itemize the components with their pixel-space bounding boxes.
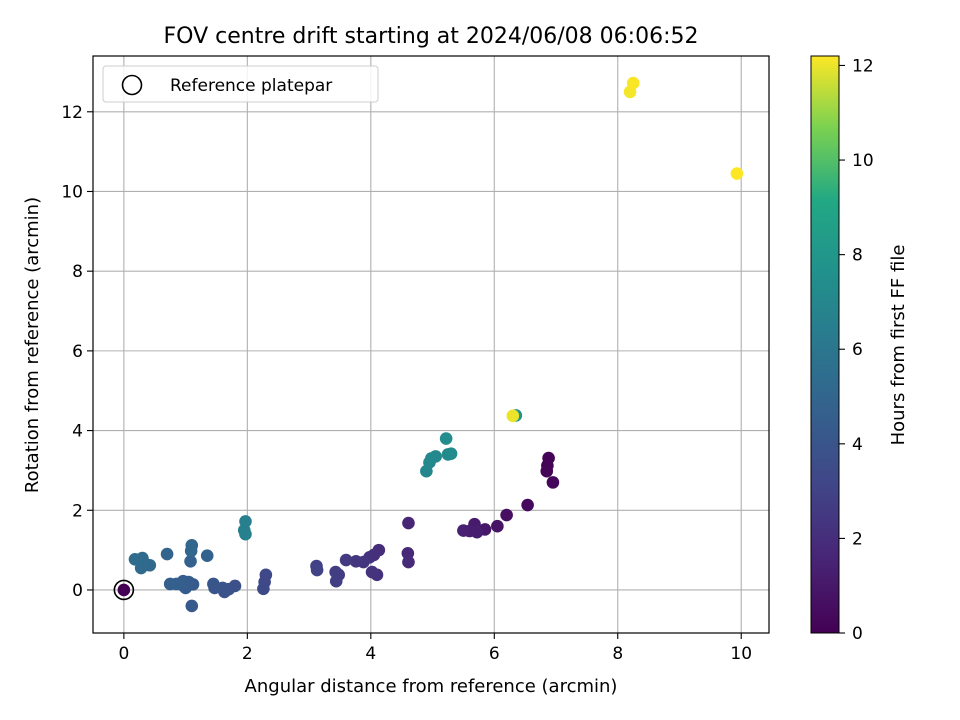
scatter-point [134, 561, 148, 575]
reference-dot [117, 583, 131, 597]
scatter-point [185, 599, 199, 613]
scatter-point [439, 432, 453, 445]
scatter-point [365, 565, 379, 579]
scatter-point [128, 552, 142, 566]
x-tick-label: 2 [242, 644, 253, 664]
reference-ring [113, 579, 135, 601]
scatter-point [491, 519, 504, 533]
scatter-point [730, 167, 744, 180]
y-tick-label: 2 [72, 501, 83, 521]
y-tick-label: 0 [72, 581, 83, 601]
scatter-point [239, 527, 252, 541]
colorbar-tick-label: 4 [852, 435, 863, 455]
scatter-point [402, 516, 415, 530]
y-axis-label: Rotation from reference (arcmin) [22, 197, 43, 493]
scatter-point [506, 409, 520, 423]
x-tick-label: 0 [118, 644, 129, 664]
colorbar-tick-label: 2 [852, 529, 863, 549]
scatter-point [160, 547, 174, 561]
scatter-point [546, 476, 560, 489]
scatter-point [349, 554, 363, 568]
legend-marker-reference [121, 74, 143, 96]
scatter-point [500, 508, 513, 522]
scatter-point [521, 498, 534, 512]
legend: Reference platepar [102, 65, 379, 103]
scatter-point [184, 544, 198, 558]
scatter-point [329, 565, 342, 579]
scatter-point [184, 554, 197, 568]
x-axis-ticks: 0 2 4 6 8 10 [118, 633, 752, 664]
plot-frame [92, 55, 770, 634]
scatter-point [402, 555, 415, 569]
reference-point [113, 579, 135, 601]
scatter-point [429, 450, 442, 463]
colorbar-tick-label: 0 [852, 624, 863, 644]
data-points [128, 76, 744, 613]
scatter-point [200, 549, 214, 562]
y-tick-label: 8 [72, 262, 83, 282]
scatter-point [207, 577, 220, 591]
scatter-point [457, 524, 470, 537]
y-tick-label: 12 [61, 103, 83, 123]
scatter-point [626, 76, 640, 90]
x-tick-label: 8 [612, 644, 623, 664]
colorbar-tick-label: 6 [852, 340, 863, 360]
scatter-point [540, 464, 554, 478]
colorbar-label: Hours from first FF file [888, 245, 909, 446]
x-axis-label: Angular distance from reference (arcmin) [245, 676, 618, 697]
scatter-point [310, 563, 324, 577]
x-tick-label: 4 [365, 644, 376, 664]
scatter-point [444, 447, 458, 460]
colorbar [810, 55, 840, 634]
scatter-point [339, 553, 353, 567]
colorbar-tick-label: 8 [852, 246, 863, 266]
chart-title: FOV centre drift starting at 2024/06/08 … [164, 24, 699, 49]
legend-label-reference: Reference platepar [170, 76, 332, 96]
y-tick-label: 4 [72, 422, 83, 442]
colorbar-ticks: 0 2 4 6 8 10 12 [839, 56, 874, 644]
x-tick-label: 10 [730, 644, 752, 664]
grid-lines [93, 56, 769, 633]
scatter-point [329, 574, 343, 588]
y-tick-label: 10 [61, 182, 83, 202]
colorbar-tick-label: 12 [852, 56, 874, 76]
x-tick-label: 6 [489, 644, 500, 664]
colorbar-tick-label: 10 [852, 151, 874, 171]
y-axis-ticks: 0 2 4 6 8 10 12 [61, 103, 93, 601]
legend-box [102, 65, 379, 103]
y-tick-label: 6 [72, 342, 83, 362]
scatter-point [163, 577, 177, 591]
scatter-point [257, 582, 270, 596]
